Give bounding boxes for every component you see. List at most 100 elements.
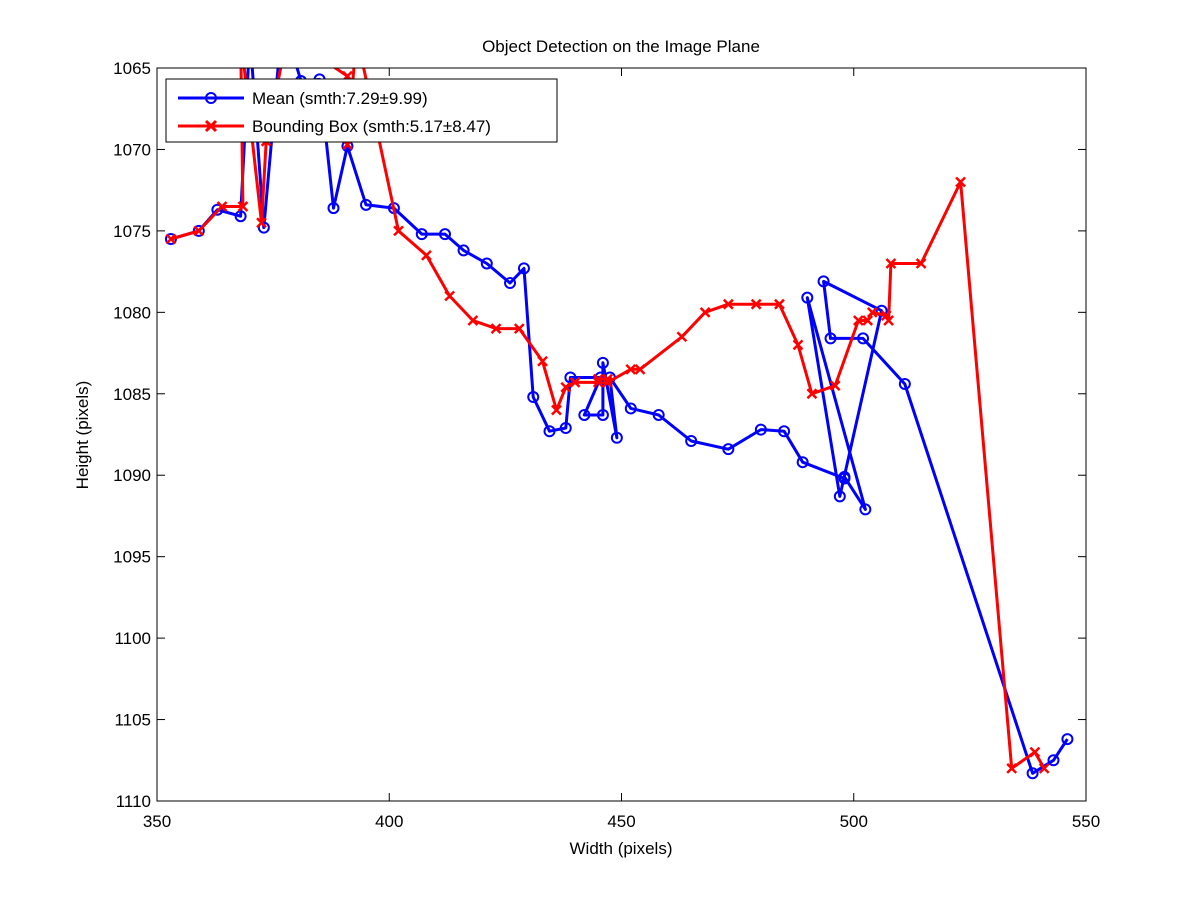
data-point: [444, 290, 456, 302]
data-point: [778, 425, 791, 438]
y-tick-label: 1080: [113, 303, 151, 322]
y-tick-label: 1110: [116, 792, 151, 811]
data-point: [824, 332, 837, 345]
data-point: [480, 257, 493, 270]
data-point: [676, 331, 688, 343]
data-point: [1047, 754, 1060, 767]
data-point: [543, 425, 556, 438]
data-point: [596, 356, 609, 369]
chart-title: Object Detection on the Image Plane: [482, 37, 760, 56]
data-point: [829, 380, 841, 392]
data-point: [415, 228, 428, 241]
data-point: [559, 421, 572, 434]
y-tick-label: 1095: [113, 548, 151, 567]
data-point: [602, 373, 613, 385]
x-tick-label: 550: [1072, 812, 1100, 831]
data-point: [1026, 767, 1039, 780]
data-point: [796, 456, 809, 469]
x-axis: 350 400 450 500 550: [143, 68, 1100, 831]
x-tick-label: 450: [607, 812, 635, 831]
data-point: [165, 233, 177, 245]
data-point: [504, 277, 517, 290]
data-point: [862, 315, 874, 326]
data-point: [560, 381, 572, 393]
data-point: [578, 408, 591, 421]
data-point: [421, 249, 432, 261]
legend: Mean (smth:7.29±9.99) Bounding Box (smth…: [165, 78, 558, 143]
data-point: [833, 490, 846, 503]
data-point: [569, 376, 581, 388]
data-point: [1029, 746, 1041, 758]
data-point: [551, 404, 562, 416]
data-point: [1061, 733, 1074, 746]
data-point: [517, 262, 530, 275]
data-point: [685, 435, 698, 448]
data-point: [838, 470, 851, 483]
data-point: [866, 306, 878, 318]
data-point: [216, 201, 228, 212]
data-point: [792, 339, 804, 351]
y-tick-label: 1070: [113, 140, 151, 159]
data-point: [806, 388, 818, 400]
data-point: [513, 323, 525, 335]
data-point: [537, 355, 548, 367]
legend-box: [165, 78, 558, 143]
legend-mean-label: Mean (smth:7.29±9.99): [252, 89, 428, 108]
data-point: [360, 198, 373, 211]
x-axis-label: Width (pixels): [570, 839, 673, 858]
data-point: [625, 363, 637, 375]
data-point: [722, 443, 735, 456]
data-point: [327, 202, 340, 215]
data-point: [596, 408, 609, 421]
data-point: [774, 298, 785, 310]
y-axis-label: Height (pixels): [73, 381, 92, 490]
data-point: [438, 228, 451, 241]
data-point: [564, 371, 577, 384]
data-point: [750, 298, 762, 310]
data-point: [237, 201, 249, 212]
data-point: [592, 376, 604, 388]
data-point: [859, 503, 872, 516]
data-point: [592, 373, 604, 385]
data-point: [699, 306, 711, 318]
data-point: [754, 423, 767, 436]
data-point: [801, 291, 814, 304]
series-bounding-box: [165, 68, 1050, 774]
data-point: [1006, 763, 1018, 774]
data-point: [634, 363, 646, 375]
data-point: [857, 332, 870, 345]
legend-bbox-marker: [204, 119, 218, 133]
data-point: [467, 315, 479, 326]
data-point: [1038, 763, 1050, 774]
data-point: [393, 225, 404, 237]
y-tick-label: 1105: [114, 711, 151, 730]
y-tick-label: 1100: [114, 629, 151, 648]
data-point: [602, 376, 613, 388]
data-point: [256, 217, 267, 229]
y-axis: 1065 1070 1075 1080 1085 1090 1095 1100 1105 1110: [113, 59, 1086, 811]
data-point: [722, 298, 734, 310]
data-point: [898, 378, 911, 391]
data-point: [257, 221, 270, 234]
y-tick-label: 1090: [113, 466, 151, 485]
data-point: [624, 402, 637, 415]
x-tick-label: 500: [840, 812, 868, 831]
data-point: [817, 275, 830, 288]
data-point: [853, 315, 864, 326]
data-point: [610, 431, 623, 444]
data-point: [193, 225, 205, 237]
data-point: [915, 258, 927, 269]
x-tick-label: 350: [143, 812, 171, 831]
x-tick-label: 400: [375, 812, 403, 831]
y-tick-label: 1085: [113, 385, 151, 404]
data-point: [885, 258, 897, 269]
data-point: [955, 176, 966, 188]
legend-mean-marker: [205, 92, 217, 104]
y-tick-label: 1075: [113, 222, 151, 241]
data-point: [234, 210, 247, 223]
data-point: [211, 203, 224, 216]
data-point: [652, 408, 665, 421]
